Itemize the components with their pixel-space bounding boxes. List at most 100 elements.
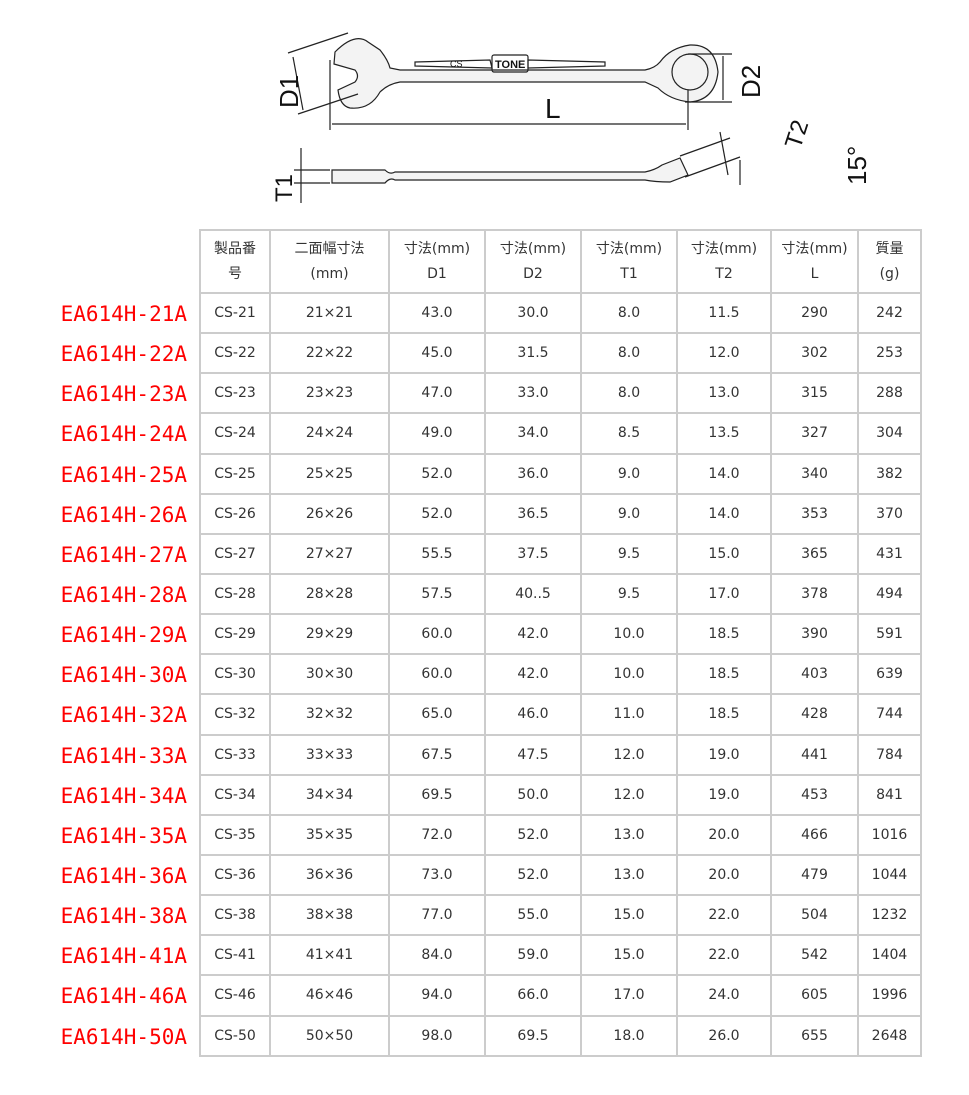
column-header: 二面幅寸法 (mm) xyxy=(269,229,390,294)
table-cell: 22.0 xyxy=(676,894,772,937)
table-cell: 72.0 xyxy=(388,813,486,856)
table-cell: CS-30 xyxy=(199,653,271,696)
table-cell: 67.5 xyxy=(388,733,486,776)
table-cell: 20.0 xyxy=(676,813,772,856)
table-cell: 42.0 xyxy=(484,653,582,696)
table-cell: 36.0 xyxy=(484,452,582,495)
table-cell: 655 xyxy=(770,1014,859,1057)
table-cell: CS-46 xyxy=(199,974,271,1017)
header-row: 製品番号二面幅寸法 (mm) 寸法(mm) D1 寸法(mm) D2 寸法(mm) T1 寸法(… xyxy=(199,229,922,294)
product-code: EA614H-25A xyxy=(60,462,187,487)
table-cell: 30.0 xyxy=(484,291,582,335)
spec-table: 製品番号二面幅寸法 (mm) 寸法(mm) D1 寸法(mm) D2 寸法(mm) T1 寸法(… xyxy=(199,229,922,1057)
table-cell: 34×34 xyxy=(269,773,390,816)
table-cell: CS-26 xyxy=(199,492,271,535)
table-cell: 65.0 xyxy=(388,693,486,736)
table-cell: 52.0 xyxy=(484,853,582,897)
column-header: 寸法(mm) D2 xyxy=(484,229,582,294)
product-code: EA614H-26A xyxy=(60,502,187,527)
table-cell: 1044 xyxy=(857,853,922,897)
table-cell: 52.0 xyxy=(388,452,486,495)
table-cell: 69.5 xyxy=(388,773,486,816)
product-code: EA614H-30A xyxy=(60,663,187,688)
header-line: (mm) xyxy=(310,265,349,282)
header-line: 寸法(mm) xyxy=(781,240,848,257)
table-cell: 9.5 xyxy=(580,532,678,575)
table-cell: 18.5 xyxy=(676,653,772,696)
header-line: 寸法(mm) xyxy=(690,240,758,257)
table-cell: 12.0 xyxy=(580,773,678,816)
table-cell: 253 xyxy=(857,332,922,375)
table-cell: 25×25 xyxy=(269,452,390,495)
header-line: 号 xyxy=(228,265,242,282)
table-cell: 20.0 xyxy=(676,853,772,897)
table-cell: 639 xyxy=(857,653,922,696)
product-code: EA614H-50A xyxy=(60,1024,187,1049)
table-cell: 18.5 xyxy=(676,613,772,656)
table-cell: 33.0 xyxy=(484,372,582,415)
table-row: CS-24 24×24 49.0 34.0 8.5 13.5 327 304 xyxy=(199,412,922,455)
table-cell: 84.0 xyxy=(388,934,486,977)
series-mark: CS xyxy=(450,59,463,69)
table-cell: 8.0 xyxy=(580,291,678,335)
table-cell: 59.0 xyxy=(484,934,582,977)
table-cell: CS-25 xyxy=(199,452,271,495)
table-cell: 290 xyxy=(770,291,859,335)
table-cell: CS-23 xyxy=(199,372,271,415)
table-cell: 1404 xyxy=(857,934,922,977)
table-cell: 46×46 xyxy=(269,974,390,1017)
table-cell: CS-27 xyxy=(199,532,271,575)
table-cell: 60.0 xyxy=(388,613,486,656)
table-cell: 304 xyxy=(857,412,922,455)
table-cell: 2648 xyxy=(857,1014,922,1057)
t2-label: T2 xyxy=(780,117,814,152)
table-cell: 466 xyxy=(770,813,859,856)
table-cell: 33×33 xyxy=(269,733,390,776)
table-cell: CS-28 xyxy=(199,572,271,616)
table-cell: 9.0 xyxy=(580,492,678,535)
table-row: CS-35 35×35 72.0 52.0 13.0 20.0 466 1016 xyxy=(199,813,922,856)
table-cell: 66.0 xyxy=(484,974,582,1017)
product-code: EA614H-23A xyxy=(60,382,187,407)
column-header: 質量 (g) xyxy=(857,229,922,294)
table-cell: 19.0 xyxy=(676,773,772,816)
product-code: EA614H-21A xyxy=(60,302,187,326)
table-cell: 30×30 xyxy=(269,653,390,696)
table-cell: CS-34 xyxy=(199,773,271,816)
table-cell: 14.0 xyxy=(676,492,772,535)
table-cell: 32×32 xyxy=(269,693,390,736)
header-line: 製品番 xyxy=(214,240,256,257)
table-cell: 47.0 xyxy=(388,372,486,415)
table-cell: 8.0 xyxy=(580,332,678,375)
table-cell: CS-41 xyxy=(199,934,271,977)
table-cell: 8.5 xyxy=(580,412,678,455)
table-cell: 50×50 xyxy=(269,1014,390,1057)
table-cell: CS-36 xyxy=(199,853,271,897)
table-cell: 13.0 xyxy=(676,372,772,415)
table-cell: 494 xyxy=(857,572,922,616)
table-cell: 1232 xyxy=(857,894,922,937)
product-code: EA614H-32A xyxy=(60,703,187,728)
table-cell: 744 xyxy=(857,693,922,736)
table-cell: 55.0 xyxy=(484,894,582,937)
table-cell: 28×28 xyxy=(269,572,390,616)
table-cell: 8.0 xyxy=(580,372,678,415)
l-label: L xyxy=(545,93,561,124)
t1-label: T1 xyxy=(271,174,298,202)
table-cell: 9.5 xyxy=(580,572,678,616)
product-code: EA614H-41A xyxy=(60,944,187,969)
table-cell: CS-38 xyxy=(199,894,271,937)
table-cell: 52.0 xyxy=(484,813,582,856)
table-cell: 37.5 xyxy=(484,532,582,575)
product-code: EA614H-27A xyxy=(60,542,187,567)
table-cell: 21×21 xyxy=(269,291,390,335)
table-cell: 13.0 xyxy=(580,853,678,897)
product-code: EA614H-46A xyxy=(60,984,187,1009)
table-cell: 26.0 xyxy=(676,1014,772,1057)
table-cell: 13.0 xyxy=(580,813,678,856)
table-cell: 29×29 xyxy=(269,613,390,656)
product-code: EA614H-29A xyxy=(60,623,187,648)
table-cell: 36×36 xyxy=(269,853,390,897)
header-line: 寸法(mm) xyxy=(499,240,567,257)
table-cell: 46.0 xyxy=(484,693,582,736)
